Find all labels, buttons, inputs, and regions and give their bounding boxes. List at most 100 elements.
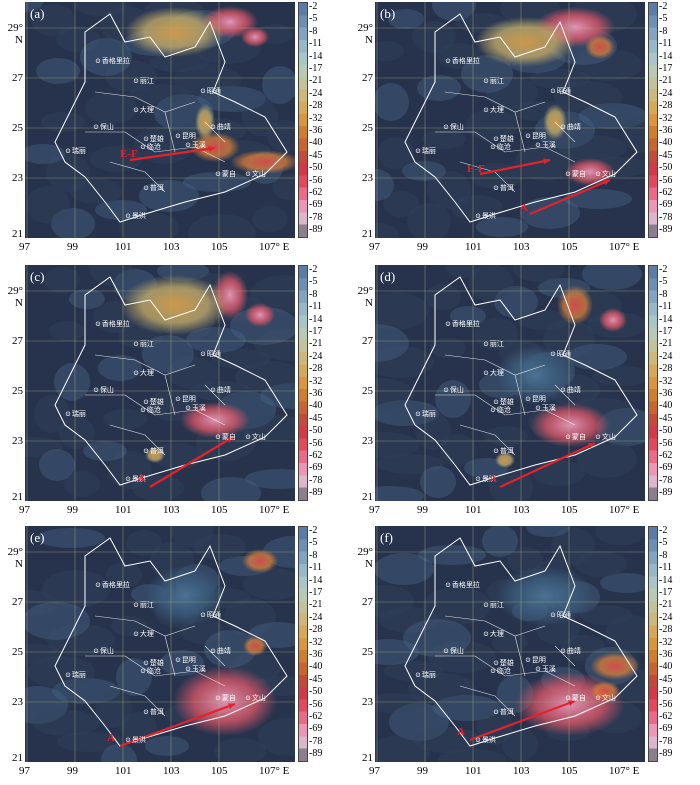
city-label: 景洪: [475, 212, 496, 220]
colorbar-tick-label: -11: [659, 38, 672, 50]
colorbar-tick-label: -28: [659, 100, 673, 112]
city-label: 曲靖: [210, 123, 231, 131]
colorbar-tick-label: -28: [309, 100, 323, 112]
city-label: 瑞丽: [65, 671, 86, 679]
colorbar: [298, 526, 308, 762]
satellite-map: (f) 香格里拉丽江大理保山临沧瑞丽 昆明 曲靖玉溪 楚雄 昭通蒙自 文山普洱景洪 A: [375, 526, 645, 762]
colorbar-tick-label: -17: [659, 63, 673, 74]
y-tick-label: 29° N: [7, 546, 23, 570]
colorbar-tick-label: -78: [659, 474, 673, 486]
colorbar: [298, 2, 308, 238]
movement-arrow: [499, 442, 596, 488]
city-label: 临沧: [140, 667, 161, 675]
prefecture-boundaries: [85, 354, 226, 456]
city-label: 大理: [133, 630, 154, 638]
colorbar-tick-label: -78: [309, 735, 323, 747]
colorbar-tick-label: -8: [659, 25, 668, 37]
panel-label: (e): [30, 530, 45, 545]
y-tick-label: 23: [362, 172, 373, 184]
colorbar-tick-label: -50: [309, 686, 323, 698]
city-label: 景洪: [475, 475, 496, 483]
panel-label: (b): [380, 6, 396, 21]
colorbar-tick-label: -50: [659, 162, 673, 174]
city-label: 楚雄: [143, 659, 164, 667]
city-label: 香格里拉: [95, 320, 130, 328]
colorbar-tick-label: -50: [309, 425, 323, 437]
colorbar-tick-label: -62: [309, 187, 323, 198]
city-label: 大理: [133, 369, 154, 377]
city-label: 保山: [443, 123, 464, 131]
prefecture-boundaries: [435, 615, 576, 717]
province-boundary: [404, 13, 638, 223]
city-label: 大理: [483, 630, 504, 638]
colorbar-tick-label: -28: [659, 363, 673, 375]
colorbar-tick-label: -56: [659, 174, 673, 186]
y-tick-label: 21: [12, 491, 23, 503]
y-tick-label: 21: [362, 491, 373, 503]
colorbar-tick-label: -32: [659, 112, 673, 124]
city-label: 昆明: [175, 395, 196, 403]
colorbar-tick-label: -45: [309, 149, 323, 161]
y-tick-label: 27: [12, 72, 23, 84]
y-tick-label: 29° N: [357, 22, 373, 46]
x-tick-label: 101: [115, 504, 132, 516]
city-label: 保山: [443, 647, 464, 655]
panel-f: (f) 香格里拉丽江大理保山临沧瑞丽 昆明 曲靖玉溪 楚雄 昭通蒙自 文山普洱景洪 A 29° …: [350, 524, 700, 785]
colorbar-tick-label: -17: [309, 326, 323, 337]
city-label: 昭通: [200, 87, 221, 95]
colorbar-tick-label: -40: [659, 137, 673, 149]
colorbar-tick-label: -11: [309, 38, 322, 50]
x-tick-label: 105: [211, 241, 228, 253]
city-label: 玉溪: [185, 141, 206, 149]
colorbar-tick-label: -45: [309, 673, 323, 685]
city-label: 蒙自: [215, 170, 236, 178]
x-tick-label: 103: [513, 765, 530, 777]
colorbar-tick-label: -5: [659, 13, 668, 25]
cloud-system: [120, 275, 230, 335]
city-label: 瑞丽: [65, 147, 86, 155]
colorbar-tick-label: -14: [659, 313, 673, 325]
x-tick-label: 105: [561, 504, 578, 516]
y-tick-label: 25: [362, 385, 373, 397]
cloud-system: [243, 636, 267, 656]
colorbar-tick-label: -24: [659, 350, 673, 362]
colorbar-tick-label: -21: [309, 75, 323, 87]
colorbar-tick-label: -21: [659, 599, 673, 611]
city-label: 保山: [93, 647, 114, 655]
city-label: 普洱: [143, 447, 164, 455]
system-label: E-F: [467, 163, 485, 175]
city-label: 文山: [595, 433, 616, 441]
colorbar-tick-label: -36: [309, 388, 323, 399]
province-boundary: [54, 276, 288, 486]
cloud-system: [475, 17, 575, 67]
colorbar-tick-label: -78: [659, 211, 673, 223]
city-label: 昆明: [525, 395, 546, 403]
city-label: 昭通: [200, 611, 221, 619]
province-boundary: [54, 13, 288, 223]
movement-arrow: [479, 158, 551, 176]
colorbar-tick-label: -78: [659, 735, 673, 747]
city-label: 景洪: [125, 212, 146, 220]
colorbar-tick-label: -32: [659, 375, 673, 387]
colorbar-tick-label: -56: [309, 437, 323, 449]
colorbar-tick-label: -45: [659, 149, 673, 161]
city-label: 楚雄: [493, 135, 514, 143]
y-tick-label: 27: [362, 596, 373, 608]
colorbar-tick-label: -56: [659, 698, 673, 710]
colorbar-tick-label: -62: [659, 187, 673, 198]
city-label: 丽江: [133, 340, 154, 348]
city-label: 保山: [93, 123, 114, 131]
system-label: A: [457, 726, 465, 738]
city-label: 玉溪: [535, 665, 556, 673]
x-tick-label: 99: [417, 765, 428, 777]
cloud-system: [495, 345, 575, 405]
colorbar-tick-label: -40: [659, 400, 673, 412]
x-tick-label: 99: [67, 241, 78, 253]
system-label: A: [520, 202, 528, 214]
satellite-map: (e) 香格里拉丽江大理保山临沧瑞丽 昆明 曲靖玉溪 楚雄 昭通蒙自 文山普洱景洪 A: [25, 526, 295, 762]
arrow-head: [543, 158, 550, 165]
satellite-map: (b) 香格里拉丽江大理保山临沧瑞丽 昆明 曲靖玉溪 楚雄 昭通蒙自 文山普洱景洪 E-F A: [375, 2, 645, 238]
x-tick-label: 103: [513, 504, 530, 516]
y-tick-label: 23: [362, 435, 373, 447]
movement-arrow: [149, 436, 234, 488]
